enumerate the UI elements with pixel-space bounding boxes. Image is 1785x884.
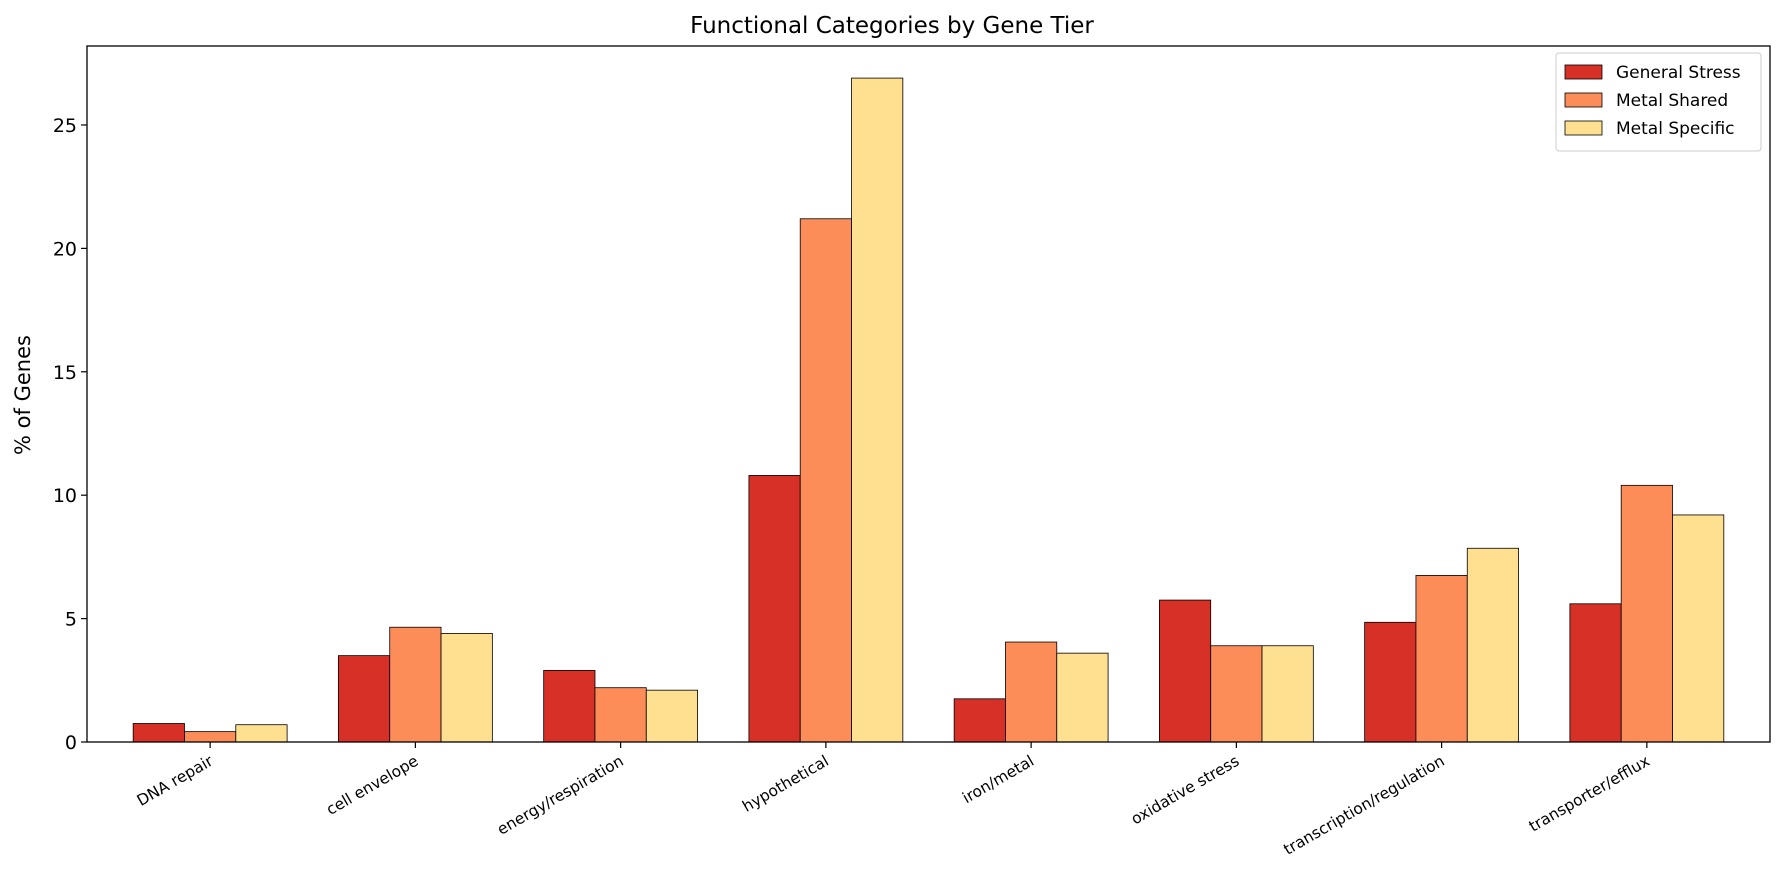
bar-metal-specific-2 — [645, 689, 698, 743]
bar-general-stress-6 — [1364, 621, 1417, 743]
bar-general-stress-3 — [748, 475, 801, 743]
plot-frame — [86, 45, 1771, 743]
y-tick-label: 20 — [53, 238, 77, 260]
legend-label: General Stress — [1616, 63, 1741, 83]
chart-title: Functional Categories by Gene Tier — [690, 13, 1094, 39]
bar-metal-specific-7 — [1672, 514, 1725, 743]
x-tick-label: iron/metal — [959, 752, 1037, 807]
x-tick-label: transporter/efflux — [1526, 752, 1653, 836]
legend: General Stress Metal Shared Metal Specific — [1555, 52, 1762, 152]
bar-metal-shared-2 — [594, 687, 647, 743]
legend-frame — [1555, 52, 1762, 152]
bar-metal-specific-5 — [1261, 645, 1314, 743]
bar-metal-specific-0 — [235, 724, 288, 743]
bar-metal-specific-3 — [851, 77, 904, 743]
x-tick-label: energy/respiration — [494, 752, 626, 839]
y-tick-label: 25 — [53, 115, 77, 137]
y-tick-label: 15 — [53, 362, 77, 384]
bar-metal-shared-3 — [799, 218, 852, 743]
bar-metal-shared-6 — [1415, 575, 1468, 743]
bar-general-stress-2 — [543, 670, 596, 743]
bar-metal-shared-4 — [1005, 641, 1058, 743]
x-tick-label: transcription/regulation — [1281, 752, 1448, 859]
bar-general-stress-1 — [338, 655, 391, 743]
bar-general-stress-7 — [1569, 603, 1622, 743]
bar-metal-shared-5 — [1210, 645, 1263, 743]
bar-general-stress-0 — [132, 723, 185, 743]
bar-metal-specific-6 — [1466, 547, 1519, 743]
y-tick-label: 0 — [65, 732, 77, 754]
bar-metal-specific-4 — [1056, 652, 1109, 743]
legend-label: Metal Shared — [1616, 91, 1728, 111]
legend-swatch — [1564, 120, 1603, 136]
y-axis-label: % of Genes — [11, 335, 35, 455]
bars-group — [132, 77, 1725, 743]
x-tick-label: cell envelope — [323, 752, 421, 819]
bar-metal-shared-0 — [184, 731, 237, 743]
legend-label: Metal Specific — [1616, 119, 1735, 139]
bar-general-stress-5 — [1159, 599, 1212, 743]
x-tick-label: DNA repair — [134, 752, 217, 810]
bar-general-stress-4 — [953, 698, 1006, 743]
bar-metal-shared-1 — [389, 626, 442, 743]
legend-swatch — [1564, 64, 1603, 80]
bar-metal-shared-7 — [1620, 484, 1673, 743]
y-tick-label: 10 — [53, 485, 77, 507]
legend-swatch — [1564, 92, 1603, 108]
y-tick-label: 5 — [65, 609, 77, 631]
x-tick-label: oxidative stress — [1128, 752, 1242, 828]
x-tick-label: hypothetical — [739, 752, 832, 816]
bar-metal-specific-1 — [440, 633, 493, 743]
